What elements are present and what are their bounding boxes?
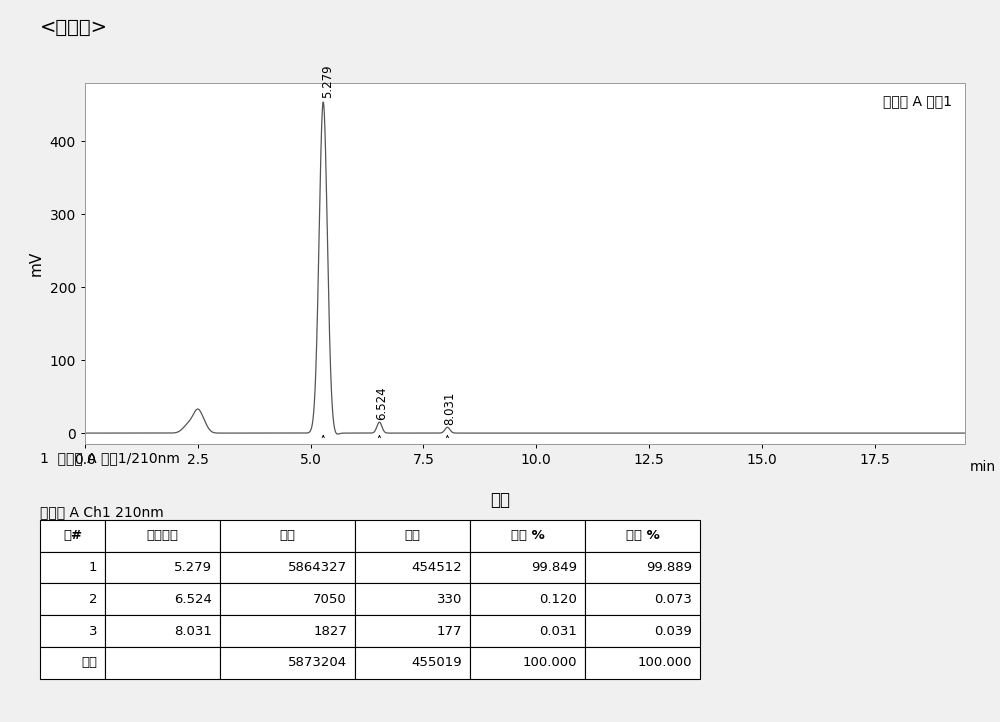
Text: 1  检测器 A 通道1/210nm: 1 检测器 A 通道1/210nm <box>40 451 180 465</box>
Text: 455019: 455019 <box>411 656 462 669</box>
Text: 7050: 7050 <box>313 593 347 606</box>
Text: 3: 3 <box>88 625 97 638</box>
Text: 面积: 面积 <box>280 529 296 542</box>
Text: <色谱图>: <色谱图> <box>40 18 108 37</box>
Text: 5873204: 5873204 <box>288 656 347 669</box>
Text: 2: 2 <box>88 593 97 606</box>
Text: 面积 %: 面积 % <box>511 529 544 542</box>
Text: 0.073: 0.073 <box>654 593 692 606</box>
Text: 100.000: 100.000 <box>523 656 577 669</box>
Text: 5.279: 5.279 <box>174 561 212 574</box>
Text: 99.849: 99.849 <box>531 561 577 574</box>
Text: 6.524: 6.524 <box>376 386 389 420</box>
Text: 检测器 A 通道1: 检测器 A 通道1 <box>883 94 952 108</box>
Text: 330: 330 <box>437 593 462 606</box>
Text: 0.031: 0.031 <box>539 625 577 638</box>
Text: 总计: 总计 <box>81 656 97 669</box>
Text: 1: 1 <box>88 561 97 574</box>
Text: 6.524: 6.524 <box>174 593 212 606</box>
Text: 1827: 1827 <box>313 625 347 638</box>
Text: 0.039: 0.039 <box>654 625 692 638</box>
Text: 99.889: 99.889 <box>646 561 692 574</box>
Text: 5.279: 5.279 <box>321 65 334 98</box>
Text: 8.031: 8.031 <box>444 392 457 425</box>
Text: 峰表: 峰表 <box>490 491 510 509</box>
Text: 高度 %: 高度 % <box>626 529 659 542</box>
Text: min: min <box>969 461 996 474</box>
Text: 检测器 A Ch1 210nm: 检测器 A Ch1 210nm <box>40 505 164 519</box>
Text: 保留时间: 保留时间 <box>146 529 178 542</box>
Text: 峰#: 峰# <box>63 529 82 542</box>
Text: 5864327: 5864327 <box>288 561 347 574</box>
Text: 8.031: 8.031 <box>174 625 212 638</box>
Y-axis label: mV: mV <box>29 251 44 276</box>
Text: 100.000: 100.000 <box>638 656 692 669</box>
Text: 454512: 454512 <box>411 561 462 574</box>
Text: 177: 177 <box>436 625 462 638</box>
Text: 高度: 高度 <box>405 529 421 542</box>
Text: 0.120: 0.120 <box>539 593 577 606</box>
